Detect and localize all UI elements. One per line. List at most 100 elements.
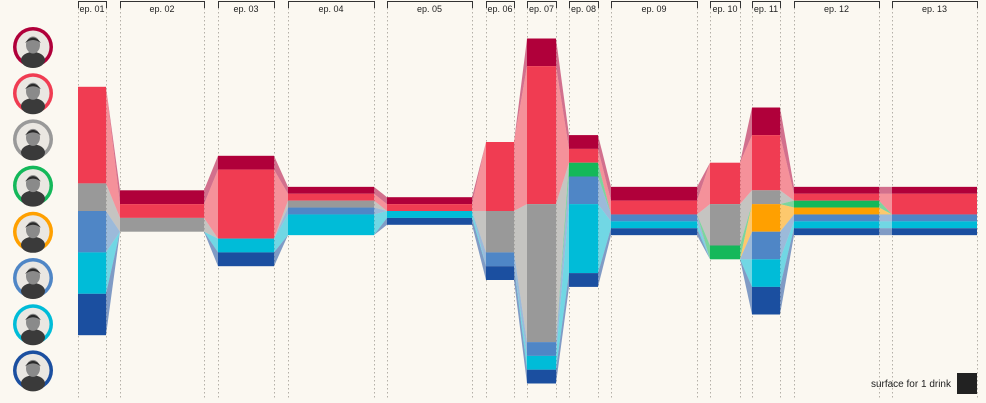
avatar-hair [25, 83, 41, 90]
bar-segment-c7[interactable] [387, 211, 472, 218]
avatar-c5[interactable] [13, 211, 53, 253]
bar-segment-c7[interactable] [752, 259, 780, 287]
bar-segment-c7[interactable] [794, 221, 879, 229]
avatar-face [26, 359, 40, 377]
flow-c8 [780, 228, 794, 315]
flow-c8 [274, 235, 288, 267]
bar-segment-c6[interactable] [892, 214, 977, 222]
avatar-hair [25, 176, 41, 182]
flow-c4 [697, 214, 710, 260]
flow-c1 [697, 162, 710, 201]
bar-segment-c1[interactable] [387, 197, 472, 205]
legend: surface for 1 drink [871, 373, 977, 394]
bar-segment-c1[interactable] [120, 190, 204, 205]
bar-segment-c8[interactable] [611, 228, 697, 236]
flow-c3 [697, 204, 710, 246]
episode-bracket [611, 1, 698, 8]
bar-segment-c8[interactable] [78, 293, 106, 336]
avatar-c4[interactable] [13, 165, 53, 207]
avatar-c6[interactable] [13, 258, 53, 299]
bar-segment-c6[interactable] [527, 342, 556, 356]
avatar-shoulders [21, 190, 45, 207]
bar-segment-c1[interactable] [892, 186, 977, 194]
bar-segment-c1[interactable] [288, 186, 374, 194]
bar-segment-c8[interactable] [569, 273, 598, 287]
bar-segment-c2[interactable] [752, 135, 780, 191]
avatar-c1[interactable] [13, 27, 53, 68]
bar-segment-c6[interactable] [569, 176, 598, 205]
flow-c3 [106, 183, 120, 232]
bar-segment-c6[interactable] [611, 214, 697, 222]
bar-segment-c2[interactable] [120, 204, 204, 218]
bar-segment-c3[interactable] [710, 204, 740, 246]
flow-c6 [879, 214, 892, 222]
avatar-c2[interactable] [13, 73, 53, 115]
bar-segment-c7[interactable] [569, 204, 598, 274]
bar-segment-c2[interactable] [710, 162, 740, 205]
flow-c5 [780, 204, 794, 232]
flow-c8 [879, 228, 892, 236]
bar-segment-c3[interactable] [486, 211, 514, 253]
bar-segment-c2[interactable] [892, 193, 977, 215]
bar-segment-c8[interactable] [218, 252, 274, 267]
flow-c1 [514, 38, 527, 142]
flow-c2 [879, 193, 892, 215]
bar-segment-c8[interactable] [892, 228, 977, 236]
avatar-face [26, 267, 40, 285]
bar-segment-c1[interactable] [218, 155, 274, 170]
flow-c7 [374, 211, 387, 236]
avatar-shoulders [21, 144, 45, 161]
bar-segment-c7[interactable] [78, 252, 106, 294]
bar-segment-c1[interactable] [611, 186, 697, 201]
bar-segment-c1[interactable] [794, 186, 879, 194]
episode-label: ep. 03 [233, 4, 258, 14]
bar-segment-c1[interactable] [527, 38, 556, 67]
bar-segment-c4[interactable] [794, 200, 879, 208]
bar-segment-c8[interactable] [752, 286, 780, 315]
bar-segment-c2[interactable] [569, 148, 598, 163]
bar-segment-c2[interactable] [794, 193, 879, 201]
bar-segment-c8[interactable] [794, 228, 879, 236]
flow-c3 [374, 200, 387, 211]
episode-label: ep. 02 [149, 4, 174, 14]
bar-segment-c2[interactable] [218, 169, 274, 239]
bar-segment-c4[interactable] [569, 162, 598, 177]
bar-segment-c3[interactable] [752, 190, 780, 205]
bar-segment-c6[interactable] [794, 214, 879, 222]
bar-segment-c3[interactable] [288, 200, 374, 208]
bar-segment-c5[interactable] [752, 204, 780, 232]
legend-swatch [957, 373, 977, 394]
bar-segment-c5[interactable] [794, 207, 879, 215]
avatar-c3[interactable] [13, 119, 53, 161]
avatar-c8[interactable] [13, 350, 53, 392]
bar-segment-c3[interactable] [120, 217, 204, 232]
bar-segment-c2[interactable] [527, 66, 556, 205]
bar-segment-c6[interactable] [752, 231, 780, 260]
bar-segment-c3[interactable] [78, 183, 106, 211]
bar-segment-c7[interactable] [218, 238, 274, 253]
bar-segment-c2[interactable] [288, 193, 374, 201]
bar-segment-c2[interactable] [611, 200, 697, 215]
bar-segment-c6[interactable] [78, 211, 106, 253]
avatar-hair [25, 222, 41, 228]
bar-segment-c1[interactable] [752, 107, 780, 136]
bar-segment-c1[interactable] [569, 135, 598, 149]
bar-segment-c2[interactable] [486, 142, 514, 211]
bar-segment-c7[interactable] [288, 214, 374, 236]
avatar-c7[interactable] [13, 304, 53, 346]
bar-segment-c7[interactable] [892, 221, 977, 229]
bar-segment-c4[interactable] [710, 245, 740, 260]
flow-c1 [598, 135, 611, 201]
bar-segment-c2[interactable] [387, 204, 472, 211]
bar-segment-c2[interactable] [78, 86, 106, 184]
avatar-face [26, 221, 40, 239]
bar-segment-c8[interactable] [387, 217, 472, 225]
bar-segment-c6[interactable] [288, 207, 374, 215]
bar-segment-c8[interactable] [486, 266, 514, 280]
bar-segment-c8[interactable] [527, 369, 556, 384]
bar-segment-c3[interactable] [527, 204, 556, 343]
episode-bars [78, 38, 977, 384]
bar-segment-c7[interactable] [611, 221, 697, 229]
bar-segment-c7[interactable] [527, 355, 556, 370]
bar-segment-c6[interactable] [486, 252, 514, 267]
